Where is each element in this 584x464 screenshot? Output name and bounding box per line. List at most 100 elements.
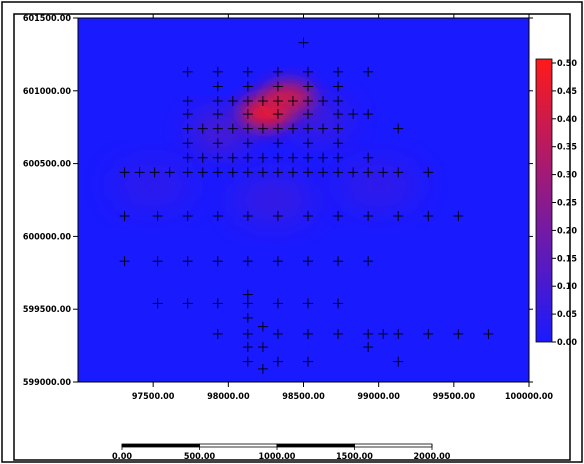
sample-point [242,256,253,267]
y-tick-label: 600000.00 [23,232,72,242]
sample-point [272,81,283,92]
sample-point [242,109,253,120]
sample-point [182,109,193,120]
sample-point [333,66,344,77]
x-tick-label: 98500.00 [282,392,325,402]
colorbar-tick-label: 0.45 [557,87,577,97]
sample-point [152,256,163,267]
sample-point [333,256,344,267]
sample-point [272,298,283,309]
colorbar-tick-label: 0.50 [557,59,577,69]
sample-point [348,109,359,120]
sample-point [257,152,268,163]
sample-point [423,328,434,339]
x-tick-label: 98000.00 [207,392,250,402]
sample-point [152,211,163,222]
sample-point [303,66,314,77]
hotspot [288,101,349,138]
sample-point [348,167,359,178]
colorbar-ticks: 0.00 0.05 0.10 0.15 0.20 0.25 0.30 0.35 0.40 0.45… [552,59,577,348]
sample-point [212,328,223,339]
sample-point [212,123,223,134]
sample-point [242,328,253,339]
sample-point [303,211,314,222]
sample-point [333,328,344,339]
sample-point [164,167,175,178]
sample-point [363,66,374,77]
sample-point [242,152,253,163]
scale-bar-label: 0.00 [112,452,132,462]
sample-point [363,256,374,267]
hotspot [190,113,251,150]
sample-point [257,123,268,134]
sample-point [363,152,374,163]
sample-point [242,356,253,367]
sample-point [287,152,298,163]
sample-point [272,328,283,339]
sample-point [318,123,329,134]
sample-point [303,81,314,92]
sample-point [197,167,208,178]
sample-point [119,211,130,222]
sample-point [212,138,223,149]
sample-point [242,312,253,323]
sample-point [272,66,283,77]
sample-point [423,167,434,178]
sample-point [242,211,253,222]
sample-point [242,95,253,106]
colorbar-tick-label: 0.00 [557,338,577,348]
y-axis: 599000.00 599500.00 600000.00 600500.00 6010… [23,14,533,388]
scale-bar-segment [276,443,355,448]
sample-point [363,342,374,353]
sample-point [197,123,208,134]
sample-point [182,256,193,267]
hotspot-layer [113,82,419,222]
scale-bar-segment [199,443,278,448]
sample-point [182,167,193,178]
y-tick-label: 599000.00 [23,378,72,388]
sample-point [212,109,223,120]
colorbar-tick-label: 0.10 [557,282,577,292]
sample-point [212,211,223,222]
inner-border [13,13,571,461]
sample-point [257,363,268,374]
sample-point [242,66,253,77]
sample-point [287,167,298,178]
sample-point [119,256,130,267]
sample-point [333,211,344,222]
sample-point [182,95,193,106]
sample-point [453,211,464,222]
colorbar-tick-label: 0.05 [557,310,577,320]
y-tick-label: 601500.00 [23,14,72,24]
sample-point [318,167,329,178]
x-tick-label: 100000.00 [505,392,554,402]
sample-point [227,167,238,178]
sample-point [182,123,193,134]
colorbar-tick-label: 0.30 [557,171,577,181]
sample-point [333,152,344,163]
sample-point [393,123,404,134]
sample-point [242,289,253,300]
sample-point [303,152,314,163]
sample-point [298,37,309,48]
colorbar-tick-label: 0.25 [557,199,577,209]
sample-point [272,123,283,134]
colorbar-tick-label: 0.35 [557,143,577,153]
sample-point [257,95,268,106]
sample-point [242,123,253,134]
sample-point [318,95,329,106]
sample-point [303,298,314,309]
sample-point [303,95,314,106]
sample-point [393,211,404,222]
sample-point [453,328,464,339]
y-tick-label: 601000.00 [23,87,72,97]
sample-point [303,256,314,267]
sample-point [182,211,193,222]
sample-point [242,167,253,178]
sample-point [378,167,389,178]
scale-bar: 0.00 500.00 1000.00 1500.00 2000.00 [112,443,451,462]
sample-point [182,138,193,149]
hotspot [113,163,194,208]
sample-point [483,328,494,339]
